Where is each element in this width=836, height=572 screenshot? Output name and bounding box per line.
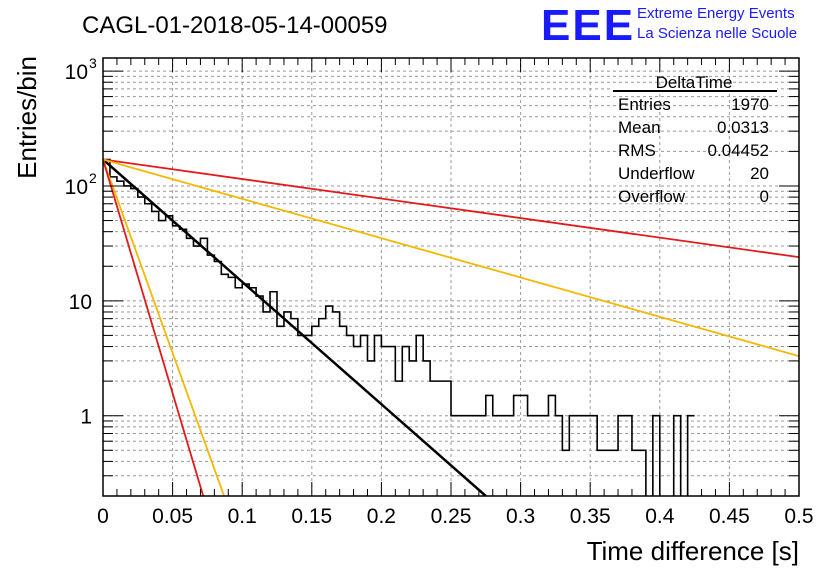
exponential-curve <box>103 158 799 259</box>
x-axis-title: Time difference [s] <box>587 536 799 566</box>
x-tick-label: 0.3 <box>506 505 535 528</box>
x-tick-label: 0.25 <box>431 505 472 528</box>
stats-label-entries: Entries <box>618 95 671 114</box>
stats-value-underflow: 20 <box>750 164 769 183</box>
x-tick-label: 0.05 <box>152 505 193 528</box>
stats-box: DeltaTime Entries 1970 Mean 0.0313 RMS 0… <box>613 73 777 206</box>
logo-subtitle-2: La Scienza nelle Scuole <box>637 25 797 42</box>
x-tick-label: 0.2 <box>367 505 396 528</box>
x-tick-labels: 0 0.05 0.1 0.15 0.2 0.25 0.3 0.35 0.4 0.45 0.5 <box>97 505 813 528</box>
stats-value-entries: 1970 <box>731 95 769 114</box>
eee-logo: EEE <box>541 1 635 50</box>
grid-lines <box>102 58 800 497</box>
x-tick-label: 0.4 <box>645 505 675 528</box>
y-tick-label: 10 <box>65 61 88 84</box>
stats-label-overflow: Overflow <box>618 187 686 206</box>
y-tick-exponent: 2 <box>89 170 97 186</box>
axis-ticks <box>102 58 800 497</box>
x-tick-label: 0.35 <box>570 505 611 528</box>
y-tick-label: 10 <box>69 291 92 314</box>
fit-curves <box>103 158 799 496</box>
run-title: CAGL-01-2018-05-14-00059 <box>82 12 388 39</box>
y-tick-label: 1 <box>80 406 92 429</box>
stats-label-rms: RMS <box>618 141 656 160</box>
x-tick-label: 0 <box>97 505 109 528</box>
y-axis-title: Entries/bin <box>12 56 42 179</box>
x-tick-label: 0.1 <box>228 505 257 528</box>
stats-label-mean: Mean <box>618 118 661 137</box>
x-tick-label: 0.45 <box>709 505 750 528</box>
y-tick-exponent: 3 <box>89 55 97 71</box>
histogram-step-line <box>103 158 695 496</box>
y-tick-label: 10 <box>65 176 88 199</box>
x-tick-label: 0.5 <box>784 505 813 528</box>
exponential-curve <box>103 159 205 496</box>
stats-value-overflow: 0 <box>760 187 769 206</box>
stats-value-mean: 0.0313 <box>717 118 769 137</box>
logo-subtitle-1: Extreme Energy Events <box>637 5 795 22</box>
exponential-curve <box>103 159 225 496</box>
stats-label-underflow: Underflow <box>618 164 695 183</box>
histogram-series <box>103 158 695 496</box>
stats-title: DeltaTime <box>656 73 733 92</box>
stats-value-rms: 0.04452 <box>708 141 769 160</box>
exponential-curve <box>103 158 487 496</box>
x-tick-label: 0.15 <box>291 505 332 528</box>
exponential-curve <box>103 158 799 358</box>
